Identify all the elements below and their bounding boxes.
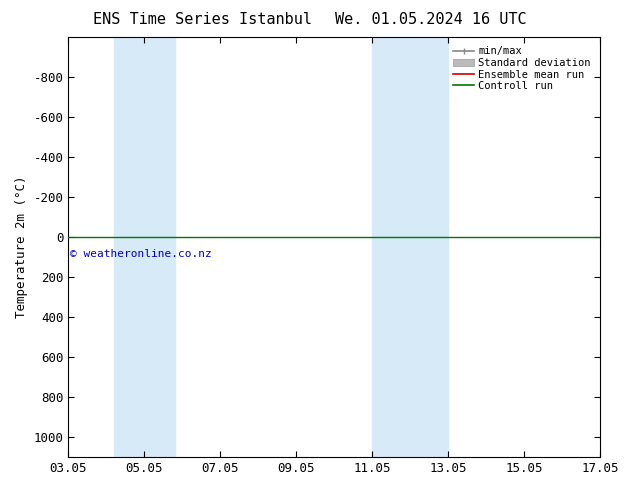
Bar — [372, 37, 448, 457]
Y-axis label: Temperature 2m (°C): Temperature 2m (°C) — [15, 176, 28, 318]
Text: © weatheronline.co.nz: © weatheronline.co.nz — [70, 249, 212, 259]
Text: ENS Time Series Istanbul: ENS Time Series Istanbul — [93, 12, 313, 27]
Bar — [114, 37, 175, 457]
Text: We. 01.05.2024 16 UTC: We. 01.05.2024 16 UTC — [335, 12, 527, 27]
Legend: min/max, Standard deviation, Ensemble mean run, Controll run: min/max, Standard deviation, Ensemble me… — [450, 42, 595, 95]
